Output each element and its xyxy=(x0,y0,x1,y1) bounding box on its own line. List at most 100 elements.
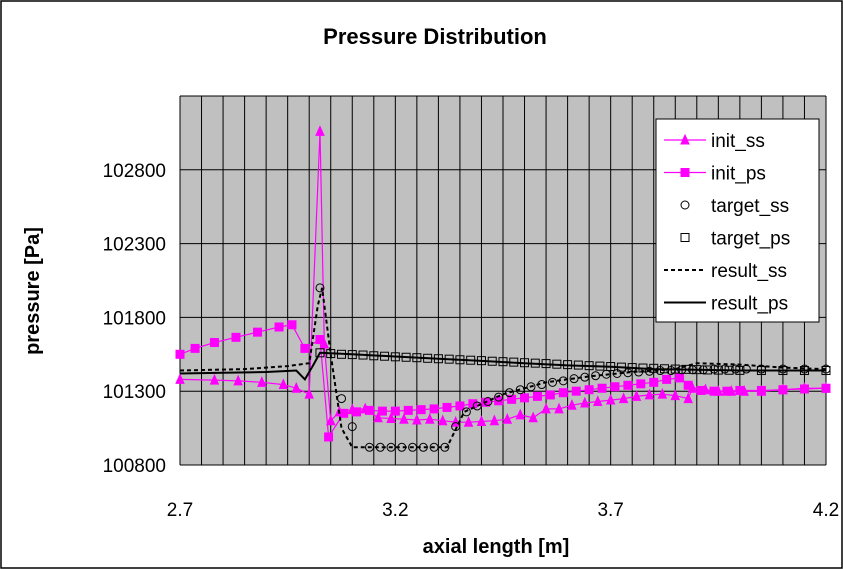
data-point-init_ps xyxy=(190,343,200,353)
data-point-target_ss xyxy=(364,442,374,452)
data-point-init_ss xyxy=(605,393,616,405)
data-point-init_ps xyxy=(390,406,400,416)
data-point-init_ss xyxy=(412,413,422,425)
data-point-init_ss xyxy=(291,382,302,393)
series-result_ss xyxy=(179,287,827,449)
data-point-init_ps xyxy=(584,385,594,395)
data-point-init_ps xyxy=(756,385,766,395)
x-axis-title: axial length [m] xyxy=(423,536,570,558)
data-point-init_ss xyxy=(373,411,383,423)
data-point-init_ps xyxy=(597,383,607,393)
data-point-init_ss xyxy=(515,408,525,420)
legend: init_ss init_ps target_ss target_ps result_s… xyxy=(655,118,820,323)
data-point-init_ps xyxy=(558,388,568,398)
data-point-target_ss xyxy=(526,382,536,392)
legend-label: target_ps xyxy=(711,229,790,250)
data-point-init_ps xyxy=(364,405,374,415)
data-point-init_ss xyxy=(567,398,577,410)
data-point-init_ss xyxy=(175,373,185,384)
data-point-init_ps xyxy=(274,322,284,332)
data-point-init_ss xyxy=(437,414,448,426)
y-tick-label: 100800 xyxy=(103,456,166,477)
data-point-init_ps xyxy=(675,373,685,383)
data-point-init_ps xyxy=(821,383,831,393)
data-point-init_ss xyxy=(541,402,551,414)
data-point-init_ps xyxy=(209,337,219,347)
data-point-target_ss xyxy=(347,422,357,432)
data-point-init_ss xyxy=(502,413,513,424)
data-point-init_ps xyxy=(799,384,809,394)
data-point-init_ss xyxy=(209,373,220,385)
data-point-init_ps xyxy=(532,391,542,401)
legend-label: result_ps xyxy=(711,294,788,315)
data-point-init_ps xyxy=(735,385,745,395)
data-point-target_ss xyxy=(548,377,558,387)
series-line-result_ps xyxy=(179,351,826,382)
data-point-init_ss xyxy=(580,396,590,408)
data-point-init_ps xyxy=(649,377,659,387)
data-point-init_ss xyxy=(425,413,435,424)
data-point-init_ps xyxy=(455,401,465,411)
legend-item: result_ss xyxy=(664,261,787,282)
data-point-init_ps xyxy=(662,374,672,384)
data-point-init_ss xyxy=(304,387,314,399)
data-point-init_ps xyxy=(696,385,706,395)
data-point-init_ps xyxy=(610,382,620,392)
series-line-result_ss xyxy=(179,287,827,449)
data-point-init_ss xyxy=(315,125,325,136)
legend-marker xyxy=(680,200,690,210)
data-point-init_ps xyxy=(778,385,788,395)
data-point-init_ps xyxy=(636,379,646,389)
data-point-init_ps xyxy=(709,386,719,396)
legend-item: target_ps xyxy=(680,229,790,250)
legend-item: result_ps xyxy=(664,294,788,315)
data-point-init_ss xyxy=(463,415,474,427)
y-tick-label: 102300 xyxy=(103,235,166,256)
data-point-init_ss xyxy=(325,414,336,426)
data-point-init_ps xyxy=(545,390,555,400)
data-point-init_ps xyxy=(324,432,334,442)
data-point-init_ps xyxy=(175,349,185,359)
series-result_ps xyxy=(179,351,826,382)
data-point-target_ss xyxy=(472,401,482,411)
data-point-target_ss xyxy=(315,283,325,293)
data-point-init_ss xyxy=(670,389,681,401)
data-point-init_ss xyxy=(618,392,629,404)
data-point-init_ss xyxy=(399,413,409,424)
legend-label: result_ss xyxy=(711,261,787,282)
data-point-init_ps xyxy=(352,407,362,417)
legend-item: target_ss xyxy=(680,196,789,217)
data-point-init_ss xyxy=(257,376,267,387)
data-point-init_ss xyxy=(683,392,693,404)
data-point-init_ps xyxy=(722,386,732,396)
data-point-target_ss xyxy=(408,442,418,452)
data-point-init_ps xyxy=(416,405,426,415)
data-point-target_ss xyxy=(461,407,471,417)
data-point-init_ss xyxy=(528,411,538,423)
data-point-init_ps xyxy=(231,332,241,342)
legend-label: target_ss xyxy=(711,196,789,217)
data-point-init_ss xyxy=(489,414,500,426)
x-tick-label: 4.2 xyxy=(813,500,839,521)
data-point-init_ps xyxy=(377,406,387,416)
data-point-init_ps xyxy=(429,404,439,414)
data-point-init_ss xyxy=(657,387,668,399)
data-point-init_ss xyxy=(386,412,396,424)
data-point-init_ss xyxy=(644,388,655,400)
legend-marker xyxy=(680,133,690,145)
data-point-init_ps xyxy=(571,386,581,396)
data-point-target_ss xyxy=(483,397,493,407)
legend-marker xyxy=(680,233,690,242)
data-point-init_ps xyxy=(339,408,349,418)
data-point-init_ps xyxy=(623,380,633,390)
data-point-init_ps xyxy=(520,393,530,403)
legend-item: init_ss xyxy=(664,131,765,152)
y-tick-label: 102800 xyxy=(103,161,166,182)
data-point-init_ps xyxy=(287,320,297,330)
data-point-init_ps xyxy=(507,394,517,404)
y-tick-label: 101300 xyxy=(103,382,166,403)
data-point-init_ss xyxy=(476,415,487,426)
legend-label: init_ss xyxy=(711,131,765,152)
